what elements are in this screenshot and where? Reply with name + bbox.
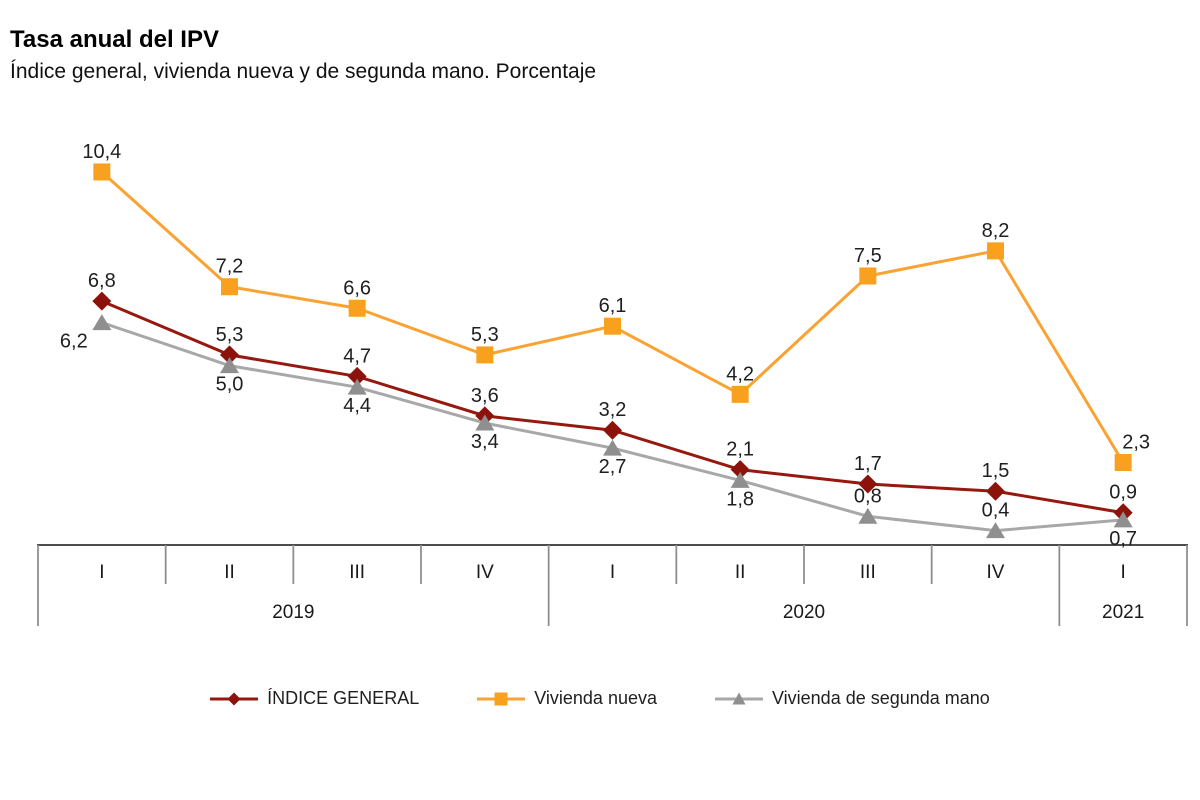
data-label: 10,4 xyxy=(82,141,121,163)
data-label: 3,6 xyxy=(471,385,499,407)
data-label: 5,3 xyxy=(471,324,499,346)
data-label: 4,4 xyxy=(343,395,371,417)
data-label: 7,2 xyxy=(216,256,244,278)
legend-item-indice-general: ÍNDICE GENERAL xyxy=(210,688,419,709)
data-label: 1,7 xyxy=(854,453,882,475)
data-label: 2,1 xyxy=(726,439,754,461)
legend-label-indice-general: ÍNDICE GENERAL xyxy=(267,688,420,708)
data-label: 5,0 xyxy=(216,374,244,396)
series-2 xyxy=(92,314,1133,539)
x-tick-label-year: 2020 xyxy=(783,602,825,623)
data-label: 0,8 xyxy=(854,485,882,507)
data-label: 1,8 xyxy=(726,488,754,510)
legend-label-vivienda-segunda-mano: Vivienda de segunda mano xyxy=(771,688,990,708)
series-1 xyxy=(93,163,1132,471)
line-diamond-marker-icon xyxy=(210,692,259,705)
data-label: 3,4 xyxy=(471,431,499,453)
x-tick-label-quarter: I xyxy=(99,562,104,583)
data-labels: 6,8 5,3 4,7 3,6 3,2 2,1 1,7 1,5 0,9 10,4 7,2 6,6 5,3… xyxy=(60,141,1150,550)
data-label: 0,9 xyxy=(1109,482,1137,504)
data-label: 8,2 xyxy=(982,220,1010,242)
data-label: 6,2 xyxy=(60,331,88,353)
data-label: 5,3 xyxy=(216,324,244,346)
x-tick-label-quarter: II xyxy=(735,562,746,583)
x-tick-label-quarter: I xyxy=(1121,562,1126,583)
data-label: 1,5 xyxy=(982,460,1010,482)
data-label: 4,7 xyxy=(343,345,371,367)
data-label: 6,1 xyxy=(599,295,627,317)
data-label: 3,2 xyxy=(599,399,627,421)
data-label: 6,8 xyxy=(88,270,116,292)
x-tick-label-quarter: III xyxy=(860,562,876,583)
chart-header: Tasa anual del IPV Índice general, vivie… xyxy=(10,26,596,84)
legend-item-vivienda-segunda-mano: Vivienda de segunda mano xyxy=(714,688,990,709)
line-triangle-marker-icon xyxy=(714,692,763,704)
page-subtitle: Índice general, vivienda nueva y de segu… xyxy=(10,60,597,83)
data-label: 7,5 xyxy=(854,245,882,267)
data-label: 2,7 xyxy=(599,456,627,478)
x-tick-label-quarter: II xyxy=(224,562,235,583)
data-label: 0,4 xyxy=(982,500,1010,522)
data-label: 0,7 xyxy=(1109,528,1137,550)
legend-label-vivienda-nueva: Vivienda nueva xyxy=(534,688,657,708)
page-title: Tasa anual del IPV xyxy=(10,26,219,53)
x-tick-label-year: 2019 xyxy=(272,602,314,623)
data-label: 4,2 xyxy=(726,363,754,385)
line-square-marker-icon xyxy=(477,692,526,705)
chart-legend: ÍNDICE GENERAL Vivienda nueva Vivienda d… xyxy=(0,688,1200,709)
x-tick-label-quarter: I xyxy=(610,562,615,583)
x-tick-label-quarter: IV xyxy=(987,562,1005,583)
x-tick-label-year: 2021 xyxy=(1102,602,1144,623)
legend-item-vivienda-nueva: Vivienda nueva xyxy=(477,688,657,709)
x-tick-label-quarter: IV xyxy=(476,562,494,583)
data-label: 6,6 xyxy=(343,277,371,299)
x-tick-label-quarter: III xyxy=(349,562,365,583)
data-label: 2,3 xyxy=(1122,431,1150,453)
